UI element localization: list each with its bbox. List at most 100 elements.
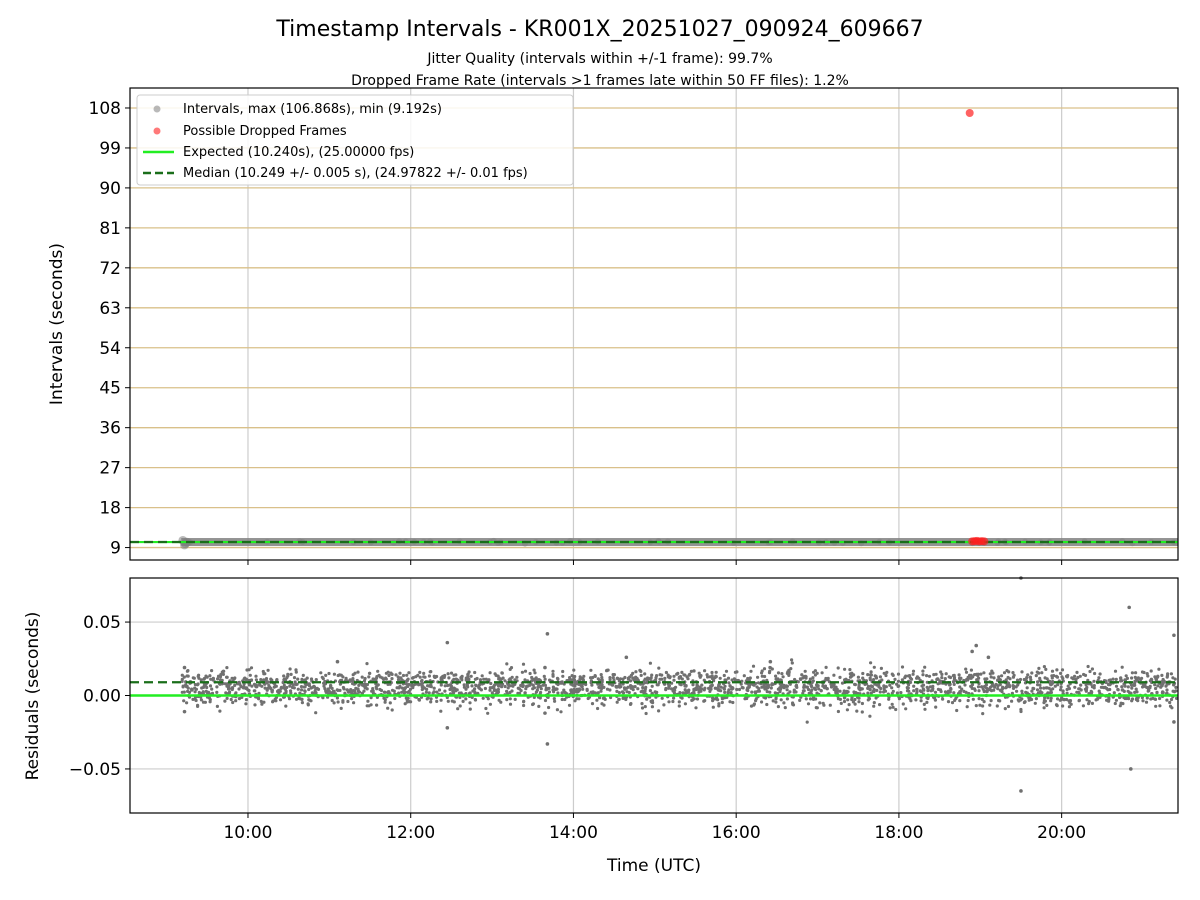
residual-point bbox=[261, 669, 265, 674]
residual-point bbox=[838, 689, 842, 693]
residual-point bbox=[1156, 674, 1160, 678]
residual-point bbox=[418, 670, 422, 675]
residual-point bbox=[408, 687, 413, 691]
residual-point bbox=[418, 675, 422, 679]
residual-point bbox=[345, 688, 349, 692]
residual-point bbox=[904, 674, 908, 678]
residual-point bbox=[1029, 678, 1033, 682]
residual-point bbox=[803, 669, 807, 673]
residual-point bbox=[677, 704, 681, 708]
residual-point bbox=[518, 691, 522, 696]
residual-point bbox=[1060, 668, 1065, 672]
residual-point bbox=[1157, 667, 1161, 671]
residual-point bbox=[459, 676, 463, 680]
residual-point bbox=[244, 698, 248, 702]
residual-point bbox=[874, 676, 879, 680]
residual-point bbox=[782, 701, 786, 705]
residual-point bbox=[896, 679, 901, 683]
residual-point bbox=[323, 679, 327, 684]
residual-outlier-point bbox=[970, 649, 974, 654]
residual-point bbox=[201, 700, 206, 704]
residual-point bbox=[1090, 685, 1094, 689]
residual-point bbox=[439, 677, 443, 682]
residual-point bbox=[785, 688, 789, 692]
residual-point bbox=[210, 669, 214, 673]
residual-point bbox=[1068, 699, 1073, 703]
residual-point bbox=[395, 686, 399, 690]
residual-point bbox=[580, 685, 584, 689]
residual-point bbox=[572, 687, 576, 692]
residual-point bbox=[332, 672, 336, 676]
residual-point bbox=[895, 682, 899, 686]
residual-point bbox=[868, 714, 872, 718]
residual-point bbox=[1145, 672, 1149, 676]
residual-point bbox=[543, 677, 547, 681]
residual-point bbox=[726, 691, 730, 695]
residual-point bbox=[640, 702, 644, 706]
residual-point bbox=[612, 678, 616, 682]
residual-point bbox=[958, 689, 963, 694]
residual-point bbox=[918, 689, 922, 693]
residual-point bbox=[940, 672, 944, 677]
residual-point bbox=[857, 696, 861, 700]
residual-point bbox=[806, 702, 811, 706]
residual-point bbox=[699, 674, 703, 678]
residual-point bbox=[703, 669, 707, 673]
residual-point bbox=[453, 687, 457, 691]
residual-point bbox=[216, 674, 221, 678]
residual-point bbox=[469, 674, 473, 678]
residual-point bbox=[955, 708, 959, 713]
residual-point bbox=[600, 683, 604, 687]
residual-point bbox=[1069, 702, 1073, 706]
residual-point bbox=[298, 691, 302, 695]
residual-point bbox=[943, 677, 947, 681]
residual-point bbox=[856, 675, 861, 679]
residual-point bbox=[1165, 698, 1169, 702]
residual-point bbox=[1000, 674, 1004, 678]
residuals-x-tick-label: 18:00 bbox=[874, 823, 923, 843]
residual-point bbox=[1076, 675, 1080, 680]
residual-point bbox=[766, 685, 771, 689]
residual-point bbox=[1172, 683, 1176, 687]
residual-point bbox=[262, 700, 266, 704]
residual-point bbox=[653, 690, 657, 694]
residual-point bbox=[810, 688, 814, 692]
residual-point bbox=[978, 703, 982, 707]
residual-point bbox=[992, 676, 996, 680]
residual-point bbox=[252, 689, 256, 693]
residual-point bbox=[551, 688, 555, 692]
residual-point bbox=[962, 689, 966, 694]
residual-point bbox=[1020, 689, 1024, 693]
residual-point bbox=[995, 704, 999, 708]
legend-median-label: Median (10.249 +/- 0.005 s), (24.97822 +… bbox=[183, 166, 528, 181]
residual-point bbox=[254, 674, 258, 678]
residual-point bbox=[218, 678, 222, 682]
residual-point bbox=[393, 696, 397, 701]
residual-point bbox=[1099, 685, 1103, 689]
residual-point bbox=[636, 687, 640, 691]
residual-point bbox=[1061, 676, 1065, 681]
residual-point bbox=[220, 670, 224, 674]
residual-point bbox=[404, 682, 408, 686]
residual-point bbox=[518, 687, 522, 691]
residual-point bbox=[353, 671, 357, 675]
residual-point bbox=[390, 672, 394, 677]
residual-point bbox=[1114, 698, 1118, 702]
residual-point bbox=[981, 712, 985, 716]
residual-point bbox=[615, 676, 620, 680]
residual-point bbox=[858, 688, 862, 692]
residual-point bbox=[710, 674, 714, 678]
residual-point bbox=[718, 676, 722, 680]
residual-point bbox=[894, 707, 898, 712]
residual-point bbox=[339, 673, 343, 677]
residual-point bbox=[352, 701, 356, 705]
residual-point bbox=[403, 686, 408, 690]
residual-point bbox=[1055, 668, 1059, 672]
residual-point bbox=[765, 690, 769, 694]
residual-point bbox=[569, 678, 573, 682]
residual-point bbox=[692, 697, 696, 701]
residuals-y-tick-label: 0.05 bbox=[83, 613, 121, 633]
residual-point bbox=[643, 689, 647, 694]
residual-point bbox=[199, 698, 203, 702]
intervals-y-tick-label: 54 bbox=[99, 339, 121, 359]
